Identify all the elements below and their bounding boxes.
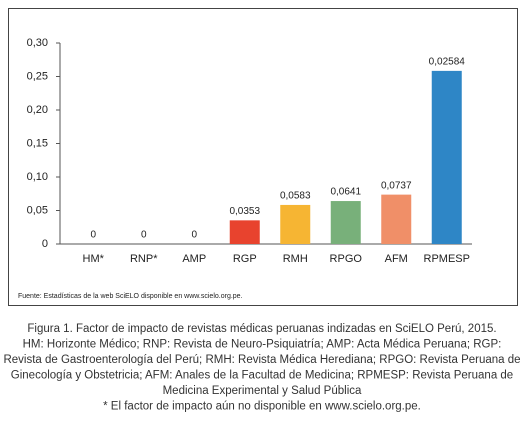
value-label: 0,0353 bbox=[229, 206, 260, 217]
x-tick-label: RPGO bbox=[330, 253, 363, 265]
source-note: Fuente: Estadísticas de la web SciELO di… bbox=[18, 293, 243, 300]
bar bbox=[280, 204, 311, 244]
value-label: 0,0737 bbox=[381, 180, 412, 191]
value-label: 0,0641 bbox=[330, 187, 361, 198]
caption-line: Medicina Experimental y Salud Pública bbox=[163, 385, 362, 397]
x-tick-label: RGP bbox=[233, 253, 257, 265]
y-tick-label: 0,15 bbox=[27, 137, 48, 149]
chart-frame bbox=[8, 8, 518, 306]
value-label: 0,02584 bbox=[429, 57, 466, 68]
x-tick-label: AFM bbox=[385, 253, 408, 265]
value-label: 0 bbox=[141, 230, 147, 241]
caption-line: Figura 1. Factor de impacto de revistas … bbox=[27, 323, 496, 335]
y-tick-label: 0 bbox=[42, 238, 48, 250]
x-tick-label: AMP bbox=[182, 253, 206, 265]
value-label: 0 bbox=[191, 230, 197, 241]
caption-line: HM: Horizonte Médico; RNP: Revista de Ne… bbox=[23, 339, 502, 351]
x-tick-label: HM* bbox=[83, 253, 105, 265]
y-tick-label: 0,05 bbox=[27, 204, 48, 216]
y-tick-label: 0,10 bbox=[27, 171, 48, 183]
value-label: 0,0583 bbox=[280, 191, 311, 202]
bar bbox=[330, 201, 361, 244]
x-tick-label: RPMESP bbox=[424, 253, 470, 265]
bar bbox=[431, 70, 462, 244]
bar bbox=[229, 220, 260, 244]
bar bbox=[381, 194, 412, 244]
value-label: 0 bbox=[90, 230, 96, 241]
caption-line: Revista de Gastroenterología del Perú; R… bbox=[3, 354, 520, 366]
y-tick-label: 0,30 bbox=[27, 37, 48, 49]
y-tick-label: 0,25 bbox=[27, 70, 48, 82]
caption-line: * El factor de impacto aún no disponible… bbox=[103, 401, 421, 413]
caption-line: Ginecología y Obstetricia; AFM: Anales d… bbox=[11, 370, 513, 382]
y-tick-label: 0,20 bbox=[27, 104, 48, 116]
x-tick-label: RNP* bbox=[130, 253, 158, 265]
x-tick-label: RMH bbox=[283, 253, 308, 265]
